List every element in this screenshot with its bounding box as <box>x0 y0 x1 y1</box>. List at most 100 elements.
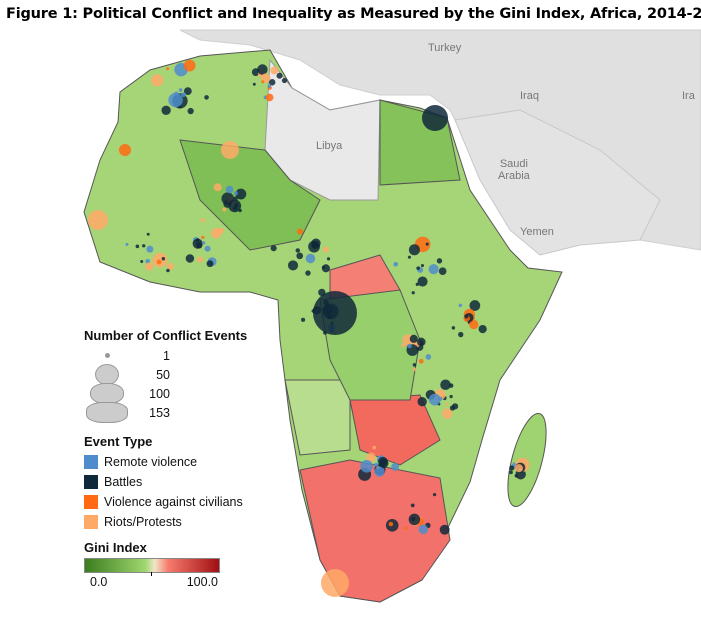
event-marker[interactable] <box>183 59 196 72</box>
event-marker[interactable] <box>185 254 195 263</box>
event-marker[interactable] <box>326 257 331 261</box>
event-marker[interactable] <box>449 394 453 399</box>
event-marker[interactable] <box>514 474 518 478</box>
event-marker[interactable] <box>119 144 131 156</box>
event-marker[interactable] <box>407 255 411 259</box>
event-marker[interactable] <box>88 210 108 230</box>
event-marker[interactable] <box>187 107 194 115</box>
legend-item-violence-against-civilians[interactable]: Violence against civilians <box>84 492 243 512</box>
event-marker[interactable] <box>206 260 214 268</box>
event-marker[interactable] <box>166 67 170 71</box>
event-marker[interactable] <box>321 264 330 273</box>
event-marker[interactable] <box>222 207 227 212</box>
event-marker[interactable] <box>295 248 300 253</box>
event-marker[interactable] <box>458 303 463 308</box>
event-marker[interactable] <box>168 92 183 108</box>
event-marker[interactable] <box>200 218 205 223</box>
event-marker[interactable] <box>125 242 129 246</box>
event-marker[interactable] <box>442 408 453 419</box>
event-marker[interactable] <box>439 524 450 535</box>
event-marker[interactable] <box>202 241 206 245</box>
event-marker[interactable] <box>388 521 394 527</box>
event-marker[interactable] <box>276 72 283 79</box>
event-marker[interactable] <box>257 64 268 75</box>
event-marker[interactable] <box>451 326 456 330</box>
event-marker[interactable] <box>305 270 311 276</box>
event-marker[interactable] <box>438 267 447 276</box>
event-marker[interactable] <box>425 242 429 246</box>
event-marker[interactable] <box>146 245 154 253</box>
event-marker[interactable] <box>445 402 449 406</box>
event-marker[interactable] <box>161 105 171 116</box>
event-marker[interactable] <box>221 141 239 159</box>
event-marker[interactable] <box>156 259 162 265</box>
legend-item-remote-violence[interactable]: Remote violence <box>84 452 243 472</box>
event-marker[interactable] <box>401 343 405 348</box>
event-marker[interactable] <box>301 317 306 322</box>
event-marker[interactable] <box>211 227 222 239</box>
event-marker[interactable] <box>166 262 174 270</box>
event-marker[interactable] <box>417 397 427 407</box>
event-marker[interactable] <box>407 343 412 349</box>
event-marker[interactable] <box>425 354 432 360</box>
event-marker[interactable] <box>151 74 164 87</box>
event-marker[interactable] <box>146 232 150 236</box>
legend-item-battles[interactable]: Battles <box>84 472 243 492</box>
event-marker[interactable] <box>305 253 316 264</box>
event-marker[interactable] <box>374 462 379 467</box>
event-marker[interactable] <box>420 264 424 268</box>
event-marker[interactable] <box>410 503 415 508</box>
event-marker[interactable] <box>509 470 513 475</box>
event-marker[interactable] <box>408 513 421 526</box>
event-marker[interactable] <box>313 291 357 335</box>
event-marker[interactable] <box>174 91 179 96</box>
event-marker[interactable] <box>374 466 385 477</box>
event-marker[interactable] <box>192 238 203 249</box>
event-marker[interactable] <box>204 245 211 252</box>
event-marker[interactable] <box>228 199 242 213</box>
event-marker[interactable] <box>416 266 420 270</box>
event-marker[interactable] <box>311 241 319 249</box>
event-marker[interactable] <box>428 393 441 406</box>
event-marker[interactable] <box>233 191 238 196</box>
event-marker[interactable] <box>196 238 200 242</box>
event-marker[interactable] <box>413 367 417 372</box>
event-marker[interactable] <box>204 95 209 100</box>
event-marker[interactable] <box>181 92 186 98</box>
event-marker[interactable] <box>296 252 304 260</box>
event-marker[interactable] <box>469 319 479 330</box>
event-marker[interactable] <box>213 183 222 192</box>
event-marker[interactable] <box>261 80 265 84</box>
event-marker[interactable] <box>145 262 154 271</box>
event-marker[interactable] <box>422 105 448 131</box>
event-marker[interactable] <box>321 569 349 597</box>
event-marker[interactable] <box>197 256 204 263</box>
event-marker[interactable] <box>379 458 389 468</box>
event-marker[interactable] <box>366 452 376 463</box>
event-marker[interactable] <box>269 79 276 86</box>
event-marker[interactable] <box>412 363 417 367</box>
event-marker[interactable] <box>415 282 419 287</box>
event-marker[interactable] <box>201 235 205 240</box>
event-marker[interactable] <box>432 492 437 497</box>
event-marker[interactable] <box>297 228 304 235</box>
event-marker[interactable] <box>509 465 515 471</box>
event-marker[interactable] <box>225 185 234 194</box>
event-marker[interactable] <box>469 300 481 311</box>
event-marker[interactable] <box>440 379 451 391</box>
event-marker[interactable] <box>458 331 464 338</box>
event-marker[interactable] <box>270 66 279 75</box>
event-marker[interactable] <box>418 358 424 364</box>
event-marker[interactable] <box>178 88 183 92</box>
event-marker[interactable] <box>452 403 459 410</box>
event-marker[interactable] <box>408 244 420 256</box>
event-marker[interactable] <box>281 77 288 84</box>
event-marker[interactable] <box>235 188 247 200</box>
event-marker[interactable] <box>287 260 299 271</box>
event-marker[interactable] <box>448 383 454 388</box>
event-marker[interactable] <box>166 268 170 273</box>
event-marker[interactable] <box>142 244 146 248</box>
event-marker[interactable] <box>417 337 426 347</box>
event-marker[interactable] <box>140 259 144 263</box>
